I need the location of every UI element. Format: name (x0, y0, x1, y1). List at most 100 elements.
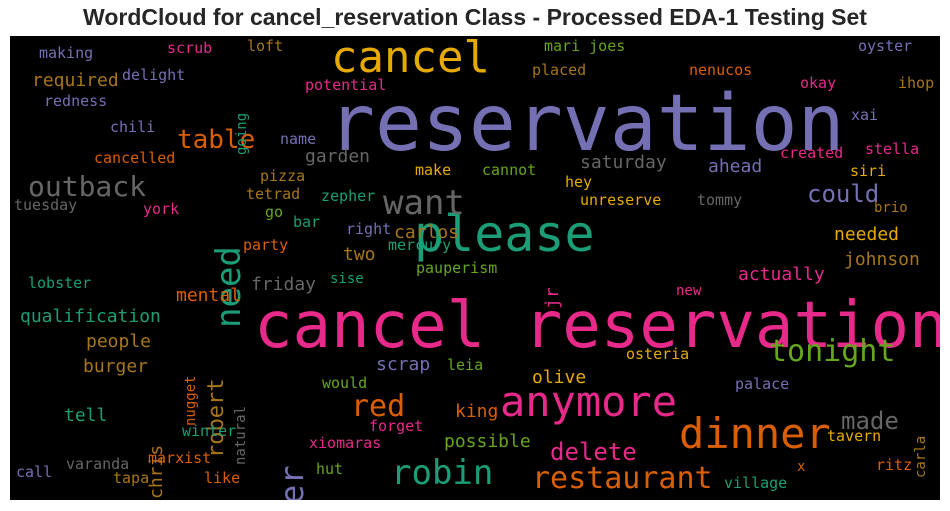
chart-title: WordCloud for cancel_reservation Class -… (83, 4, 867, 30)
word-zepher: zepher (321, 187, 376, 205)
word-want: want (383, 183, 465, 223)
word-going: going (234, 112, 250, 155)
word-scrap: scrap (376, 354, 431, 375)
word-mental: mental (176, 285, 242, 306)
word-tetrad: tetrad (246, 185, 301, 203)
word-mari-joes: mari joes (544, 37, 626, 55)
word-possible: possible (444, 431, 531, 452)
word-stella: stella (865, 140, 920, 158)
word-cancel-reservation: cancel reservation (254, 289, 940, 363)
word-chili: chili (110, 118, 156, 136)
word-york: york (143, 200, 180, 218)
word-longer: longer (273, 466, 311, 500)
word-ihop: ihop (898, 74, 935, 92)
word-making: making (39, 44, 94, 62)
word-like: like (204, 469, 241, 487)
word-cancelled: cancelled (94, 149, 176, 167)
word-x: x (797, 459, 806, 475)
word-dinner: dinner (679, 409, 831, 458)
word-tuesday: tuesday (14, 196, 78, 214)
word-mercury: mercury (388, 236, 452, 254)
word-johnson: johnson (844, 249, 920, 270)
word-new: new (676, 283, 702, 299)
word-osteria: osteria (626, 345, 690, 363)
word-would: would (322, 374, 368, 392)
word-right: right (346, 220, 392, 238)
word-two: two (343, 244, 376, 265)
word-placed: placed (532, 61, 587, 79)
word-needed: needed (834, 224, 900, 245)
word-nenucos: nenucos (689, 61, 753, 79)
word-tapa: tapa (113, 469, 150, 487)
word-go: go (265, 203, 284, 221)
word-qualification: qualification (20, 306, 161, 327)
word-oyster: oyster (858, 37, 913, 55)
word-made: made (841, 407, 899, 435)
word-burger: burger (83, 356, 149, 377)
word-tell: tell (64, 405, 108, 426)
wordcloud-words: reservation cancel reservation please cance… (10, 36, 940, 500)
word-hut: hut (316, 460, 344, 478)
word-pauperism: pauperism (416, 259, 498, 277)
word-lobster: lobster (28, 274, 92, 292)
word-actually: actually (738, 264, 825, 285)
word-xai: xai (851, 106, 879, 124)
word-friday: friday (251, 274, 317, 295)
word-could: could (807, 180, 880, 208)
word-jr: jr (542, 286, 563, 309)
wordcloud-background (10, 36, 940, 500)
word-red: red (351, 389, 406, 424)
word-ahead: ahead (708, 156, 763, 177)
word-carla: carla (913, 435, 929, 478)
word-created: created (780, 144, 844, 162)
word-outback: outback (28, 170, 147, 203)
word-unreserve: unreserve (580, 191, 662, 209)
word-redness: redness (44, 92, 108, 110)
word-please: please (414, 205, 595, 263)
word-olive: olive (532, 367, 587, 388)
word-call: call (16, 463, 53, 481)
word-potential: potential (305, 76, 387, 94)
word-brio: brio (874, 200, 908, 216)
word-tommy: tommy (697, 191, 743, 209)
word-name: name (280, 130, 317, 148)
word-winter: winter (182, 422, 237, 440)
word-scrub: scrub (167, 39, 213, 57)
word-table: table (177, 125, 256, 155)
word-restaurant: restaurant (532, 461, 713, 496)
word-pizza: pizza (260, 167, 306, 185)
word-nugget: nugget (183, 375, 199, 427)
word-hey: hey (565, 173, 593, 191)
word-cancel: cancel (331, 36, 490, 83)
word-robert: robert (204, 378, 229, 459)
word-village: village (724, 474, 788, 492)
word-okay: okay (800, 74, 837, 92)
word-ritz: ritz (876, 456, 913, 474)
word-tonight: tonight (769, 334, 896, 369)
word-xiomaras: xiomaras (309, 434, 382, 452)
word-sise: sise (330, 271, 364, 287)
word-loft: loft (247, 37, 284, 55)
word-anymore: anymore (500, 377, 678, 426)
word-people: people (86, 331, 152, 352)
word-marxist: marxist (148, 449, 212, 467)
word-king: king (455, 401, 499, 422)
word-required: required (32, 70, 119, 91)
word-delight: delight (122, 66, 186, 84)
word-varanda: varanda (66, 455, 130, 473)
word-carlos: carlos (394, 222, 460, 243)
word-robin: robin (391, 453, 494, 493)
word-bar: bar (293, 213, 321, 231)
word-cannot: cannot (482, 161, 537, 179)
word-garden: garden (305, 146, 371, 167)
word-leia: leia (447, 356, 484, 374)
word-delete: delete (550, 438, 637, 466)
word-forget: forget (369, 417, 424, 435)
word-make: make (415, 161, 452, 179)
word-party: party (243, 236, 289, 254)
word-palace: palace (735, 375, 790, 393)
word-reservation: reservation (328, 79, 845, 169)
word-saturday: saturday (580, 152, 667, 173)
word-siri: siri (850, 162, 887, 180)
word-tavern: tavern (827, 427, 882, 445)
